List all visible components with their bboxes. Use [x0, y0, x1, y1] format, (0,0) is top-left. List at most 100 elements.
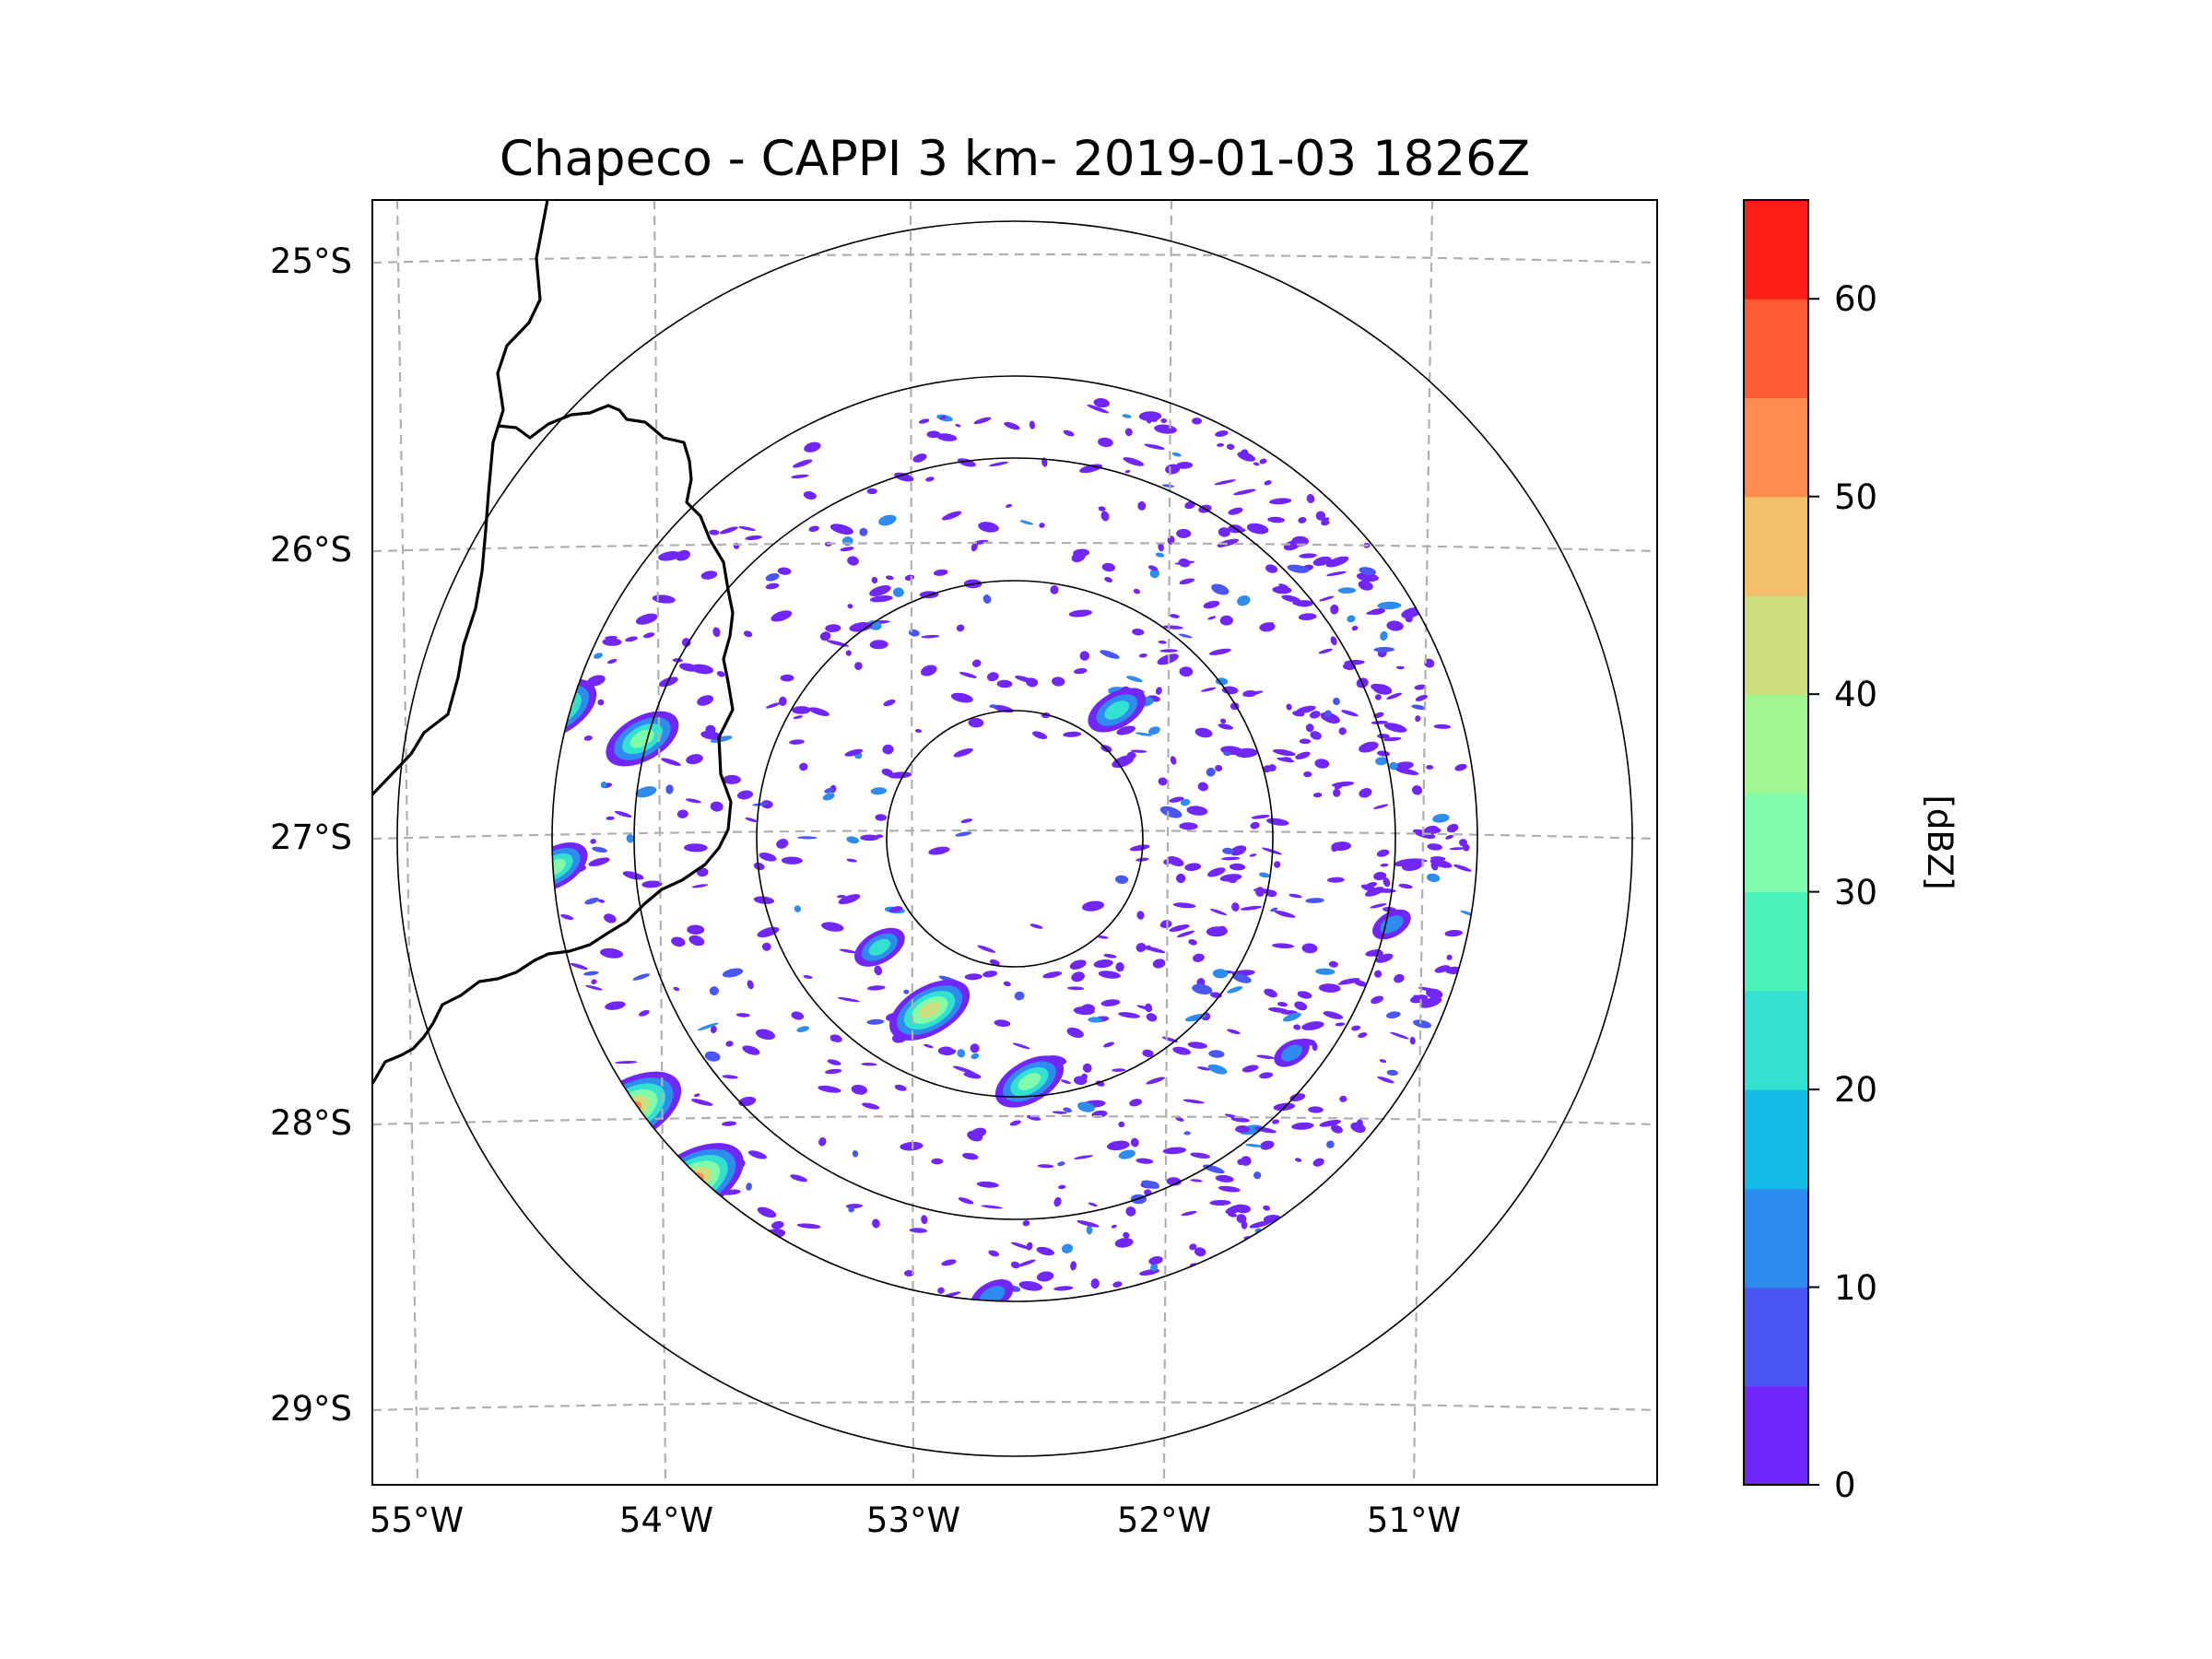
echo-speck	[1351, 625, 1359, 631]
echo-speck	[1124, 469, 1131, 474]
echo-speck	[693, 1093, 700, 1098]
echo-speck	[1142, 946, 1166, 954]
echo-speck	[723, 774, 741, 784]
echo-cell-level	[868, 938, 891, 956]
echo-speck	[700, 730, 722, 740]
colorbar-segment	[1744, 299, 1808, 399]
echo-speck	[1265, 564, 1278, 573]
echo-speck	[912, 453, 927, 463]
colorbar-tick-label: 60	[1834, 279, 1877, 319]
echo-speck	[1374, 694, 1382, 700]
echo-speck	[996, 679, 1013, 688]
echo-speck	[1090, 1278, 1100, 1289]
gridline-lon-54	[653, 200, 667, 1485]
echo-speck	[1383, 736, 1402, 742]
echo-speck	[1214, 479, 1236, 486]
gridline-lat-25	[372, 253, 1657, 265]
echo-speck	[1323, 1011, 1344, 1019]
echo-speck	[1146, 1077, 1165, 1085]
echo-speck	[971, 659, 982, 667]
echo-speck	[830, 524, 853, 535]
echo-speck	[776, 839, 789, 849]
echo-speck	[1180, 798, 1191, 806]
echo-speck	[854, 662, 863, 670]
x-tick-label: 54°W	[619, 1500, 713, 1540]
echo-speck	[1339, 1095, 1347, 1102]
echo-speck	[962, 1152, 979, 1160]
echo-speck	[719, 526, 738, 535]
colorbar-tick-label: 20	[1834, 1070, 1877, 1110]
echo-speck	[1114, 1238, 1134, 1248]
echo-speck	[1222, 847, 1234, 854]
echo-speck	[803, 975, 813, 979]
echo-speck	[1433, 724, 1452, 729]
echo-speck	[941, 511, 962, 521]
echo-speck	[641, 880, 663, 888]
echo-speck	[1398, 883, 1413, 889]
echo-speck	[1088, 1202, 1098, 1207]
echo-speck	[1086, 1225, 1093, 1235]
echo-speck	[593, 653, 604, 659]
colorbar-segment	[1744, 200, 1808, 300]
echo-speck	[1424, 825, 1440, 834]
echo-speck	[1068, 609, 1093, 618]
echo-speck	[1454, 763, 1467, 771]
echo-speck	[847, 556, 859, 566]
colorbar-segment	[1744, 1188, 1808, 1288]
echo-speck	[925, 477, 935, 482]
echo-speck	[1324, 710, 1332, 717]
echo-speck	[827, 1059, 841, 1065]
echo-speck	[1192, 983, 1213, 994]
echo-speck	[1136, 1005, 1153, 1011]
echo-speck	[1019, 520, 1034, 525]
echo-speck	[1100, 511, 1110, 522]
echo-speck	[1150, 1263, 1159, 1272]
echo-speck	[1359, 788, 1372, 798]
echo-speck	[1430, 861, 1439, 871]
echo-speck	[1219, 718, 1227, 724]
echo-speck	[583, 735, 593, 741]
echo-speck	[1249, 1220, 1271, 1229]
echo-speck	[1171, 452, 1182, 457]
echo-speck	[1147, 726, 1160, 735]
echo-speck	[1063, 731, 1082, 737]
border-misiones-brazil	[372, 404, 735, 1085]
echo-cell	[854, 927, 905, 967]
echo-speck	[1286, 703, 1292, 711]
gridline-lat-27	[372, 829, 1657, 841]
echo-speck	[1277, 1001, 1288, 1007]
echo-speck	[1112, 1068, 1126, 1072]
echo-speck	[1375, 757, 1388, 766]
echo-speck	[1382, 877, 1391, 888]
echo-speck	[602, 638, 622, 646]
echo-speck	[1158, 640, 1167, 644]
echo-speck	[885, 575, 894, 581]
echo-speck	[747, 1150, 767, 1159]
echo-speck	[1069, 959, 1087, 970]
echo-speck	[847, 604, 853, 609]
echo-speck	[709, 986, 719, 996]
echo-speck	[1067, 986, 1085, 991]
echo-speck	[1101, 562, 1115, 572]
echo-speck	[1268, 764, 1277, 772]
echo-speck	[824, 787, 834, 794]
echo-speck	[1386, 1069, 1398, 1077]
echo-speck	[1449, 847, 1465, 851]
echo-speck	[1169, 796, 1184, 803]
echo-speck	[765, 929, 774, 935]
echo-speck	[684, 843, 708, 853]
echo-speck	[1246, 523, 1269, 535]
echo-speck	[756, 1029, 775, 1041]
echo-speck	[599, 947, 624, 959]
echo-speck	[1373, 712, 1384, 719]
echo-speck	[803, 491, 817, 500]
echo-speck	[1315, 968, 1335, 975]
echo-speck	[845, 650, 852, 656]
echo-speck	[1240, 905, 1263, 911]
echo-speck	[710, 801, 724, 812]
echo-speck	[808, 525, 819, 533]
echo-speck	[583, 971, 599, 976]
echo-speck	[1295, 751, 1311, 759]
echo-speck	[1010, 1241, 1031, 1250]
echo-speck	[742, 1045, 760, 1055]
